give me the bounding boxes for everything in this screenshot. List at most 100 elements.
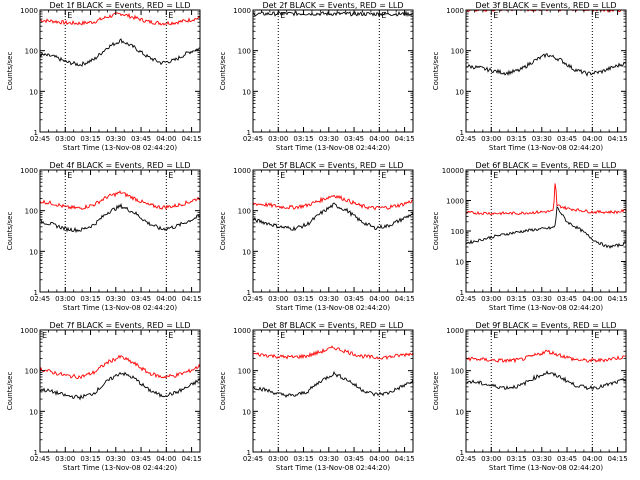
y-tick-label: 1000 (233, 167, 251, 175)
x-tick-label: 03:00 (268, 455, 288, 463)
y-tick-label: 10 (242, 88, 251, 96)
time-marker-label: E (493, 171, 498, 180)
y-tick-label: 100 (451, 368, 464, 376)
panel-det-2: Det 2f BLACK = Events, RED = LLD Counts/s… (219, 1, 415, 152)
time-marker-label: E (67, 171, 72, 180)
time-marker-label: E (594, 331, 599, 340)
x-tick-label: 03:30 (532, 295, 552, 303)
x-axis-label: Start Time (13-Nov-08 02:44:20) (276, 464, 390, 472)
series-line-black (465, 206, 627, 249)
y-tick-label: 1 (247, 289, 251, 297)
series-line-black (465, 370, 627, 391)
series-line-red (252, 345, 414, 361)
x-tick-label: 04:00 (582, 455, 602, 463)
y-tick-label: 1000 (446, 327, 464, 335)
x-tick-label: 04:15 (181, 135, 201, 143)
y-tick-label: 100 (238, 48, 251, 56)
panel-title: Det 6f BLACK = Events, RED = LLD (475, 161, 616, 170)
x-tick-label: 03:45 (557, 135, 577, 143)
series-line-black (252, 202, 414, 232)
plot-frame (39, 169, 201, 293)
y-axis-label: Counts/sec (432, 52, 440, 91)
x-tick-label: 02:45 (456, 455, 476, 463)
x-tick-label: 02:45 (243, 295, 263, 303)
panel-title: Det 4f BLACK = Events, RED = LLD (49, 161, 190, 170)
x-tick-label: 04:00 (156, 135, 176, 143)
y-tick-label: 1000 (233, 327, 251, 335)
panel-det-6: Det 6f BLACK = Events, RED = LLD Counts/s… (432, 161, 628, 312)
x-tick-label: 04:15 (607, 135, 627, 143)
panel-title: Det 9f BLACK = Events, RED = LLD (475, 321, 616, 330)
plot-frame (252, 329, 414, 453)
x-tick-label: 04:00 (582, 135, 602, 143)
y-axis-label: Counts/sec (432, 212, 440, 251)
x-axis-label: Start Time (13-Nov-08 02:44:20) (63, 464, 177, 472)
x-tick-label: 03:30 (106, 295, 126, 303)
plot-frame (465, 329, 627, 453)
x-tick-label: 03:45 (557, 295, 577, 303)
x-tick-label: 03:30 (106, 455, 126, 463)
y-axis-label: Counts/sec (219, 212, 227, 251)
x-tick-label: 03:15 (506, 455, 526, 463)
x-tick-label: 03:45 (131, 295, 151, 303)
x-tick-label: 04:15 (394, 135, 414, 143)
x-tick-label: 03:00 (268, 295, 288, 303)
y-tick-label: 10 (455, 88, 464, 96)
y-axis-label: Counts/sec (219, 372, 227, 411)
panel-title: Det 5f BLACK = Events, RED = LLD (262, 161, 403, 170)
plot-frame (252, 169, 414, 293)
time-marker-label: E (493, 11, 498, 20)
x-axis-label: Start Time (13-Nov-08 02:44:20) (63, 304, 177, 312)
x-tick-label: 03:15 (293, 455, 313, 463)
x-tick-label: 03:15 (506, 135, 526, 143)
x-axis-label: Start Time (13-Nov-08 02:44:20) (276, 304, 390, 312)
x-axis-label: Start Time (13-Nov-08 02:44:20) (276, 144, 390, 152)
x-tick-label: 04:15 (607, 295, 627, 303)
x-tick-label: 04:15 (181, 295, 201, 303)
x-tick-label: 04:15 (607, 455, 627, 463)
y-tick-label: 10 (29, 248, 38, 256)
plot-frame (39, 329, 201, 453)
x-tick-label: 03:00 (55, 295, 75, 303)
time-marker-label: E (381, 331, 386, 340)
x-tick-label: 03:30 (106, 135, 126, 143)
series-line-red (465, 349, 627, 364)
panel-det-1: Det 1f BLACK = Events, RED = LLD Counts/s… (6, 1, 202, 152)
plot-frame (465, 169, 627, 293)
time-marker-label: E (280, 171, 285, 180)
time-marker-label: E (594, 11, 599, 20)
y-tick-label: 1 (460, 449, 464, 457)
x-tick-label: 03:45 (344, 135, 364, 143)
x-tick-label: 04:00 (369, 455, 389, 463)
y-tick-label: 1 (34, 289, 38, 297)
time-marker-label: E (594, 171, 599, 180)
panel-title: Det 2f BLACK = Events, RED = LLD (262, 1, 403, 10)
x-axis-label: Start Time (13-Nov-08 02:44:20) (63, 144, 177, 152)
x-tick-label: 03:00 (55, 135, 75, 143)
panel-det-4: Det 4f BLACK = Events, RED = LLD Counts/s… (6, 161, 202, 312)
y-tick-label: 100 (25, 48, 38, 56)
y-tick-label: 1 (34, 449, 38, 457)
x-tick-label: 03:00 (268, 135, 288, 143)
y-tick-label: 10 (29, 88, 38, 96)
y-tick-label: 1000 (20, 167, 38, 175)
y-axis-label: Counts/sec (6, 52, 14, 91)
x-tick-label: 03:45 (131, 455, 151, 463)
y-tick-label: 100 (451, 228, 464, 236)
panel-title: Det 1f BLACK = Events, RED = LLD (49, 1, 190, 10)
x-tick-label: 04:00 (156, 455, 176, 463)
x-tick-label: 04:15 (394, 455, 414, 463)
y-tick-label: 1 (460, 289, 464, 297)
series-line-red (252, 194, 414, 211)
y-axis-label: Counts/sec (6, 212, 14, 251)
y-tick-label: 1 (460, 129, 464, 137)
y-tick-label: 100 (238, 368, 251, 376)
x-tick-label: 03:30 (319, 455, 339, 463)
time-marker-label: E (168, 331, 173, 340)
x-axis-label: Start Time (13-Nov-08 02:44:20) (489, 144, 603, 152)
x-tick-label: 03:15 (80, 135, 100, 143)
time-marker-label: E (168, 11, 173, 20)
series-line-black (39, 202, 201, 234)
x-axis-label: Start Time (13-Nov-08 02:44:20) (489, 304, 603, 312)
